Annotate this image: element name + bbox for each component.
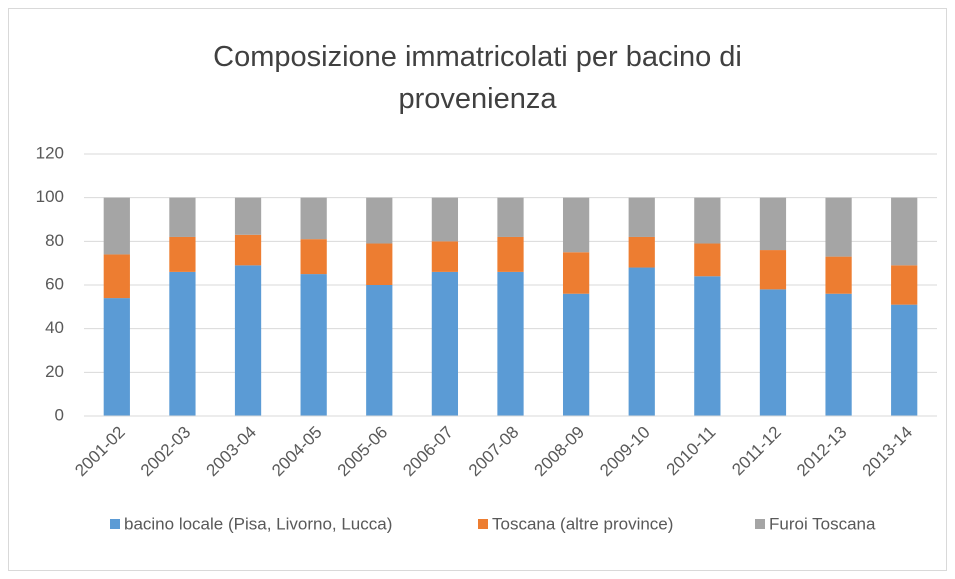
bar-segment: [562, 197, 590, 253]
bar-segment: [825, 197, 852, 257]
bar-segment: [562, 293, 590, 416]
bar-segment: [103, 197, 130, 255]
bar-segment: [497, 197, 524, 237]
bar-segment: [366, 197, 393, 244]
bar-segment: [628, 236, 655, 268]
bar-segment: [366, 285, 393, 416]
chart-border: [8, 8, 947, 571]
bar-segment: [431, 241, 459, 272]
y-tick-label: 40: [45, 318, 64, 337]
bar-segment: [891, 197, 918, 266]
bar-segment: [366, 243, 393, 285]
bar-segment: [694, 276, 721, 416]
bar-segment: [497, 236, 524, 272]
bar-segment: [169, 236, 196, 272]
bar-segment: [891, 265, 918, 305]
bar-segment: [825, 293, 852, 416]
bar-segment: [628, 197, 655, 237]
legend-label: Toscana (altre province): [492, 514, 673, 533]
bar-segment: [169, 271, 196, 416]
bar-segment: [694, 197, 721, 244]
bar-segment: [694, 243, 721, 277]
bar-segment: [759, 289, 787, 416]
legend-label: bacino locale (Pisa, Livorno, Lucca): [124, 514, 392, 533]
bar-segment: [825, 256, 852, 294]
legend-swatch: [478, 519, 488, 529]
bar-segment: [300, 239, 327, 275]
y-tick-label: 60: [45, 274, 64, 293]
legend-swatch: [755, 519, 765, 529]
y-tick-label: 80: [45, 231, 64, 250]
bar-segment: [628, 267, 655, 416]
bar-segment: [300, 197, 327, 240]
legend-label: Furoi Toscana: [769, 514, 876, 533]
chart-title: Composizione immatricolati per bacino di…: [213, 41, 742, 115]
bar-segment: [103, 254, 130, 299]
bar-segment: [169, 197, 196, 237]
y-tick-label: 20: [45, 362, 64, 381]
y-tick-label: 0: [55, 405, 64, 424]
y-tick-label: 120: [36, 143, 64, 162]
bar-segment: [431, 271, 459, 416]
bar-segment: [234, 265, 262, 416]
bar-segment: [431, 197, 459, 242]
bar-segment: [562, 252, 590, 294]
bar-segment: [759, 250, 787, 290]
bar-segment: [891, 304, 918, 416]
bar-segment: [234, 234, 262, 266]
bar-segment: [759, 197, 787, 251]
legend-swatch: [110, 519, 120, 529]
bar-segment: [103, 298, 130, 416]
bar-segment: [234, 197, 262, 235]
bar-segment: [497, 271, 524, 416]
bar-segment: [300, 274, 327, 416]
y-tick-label: 100: [36, 187, 64, 206]
